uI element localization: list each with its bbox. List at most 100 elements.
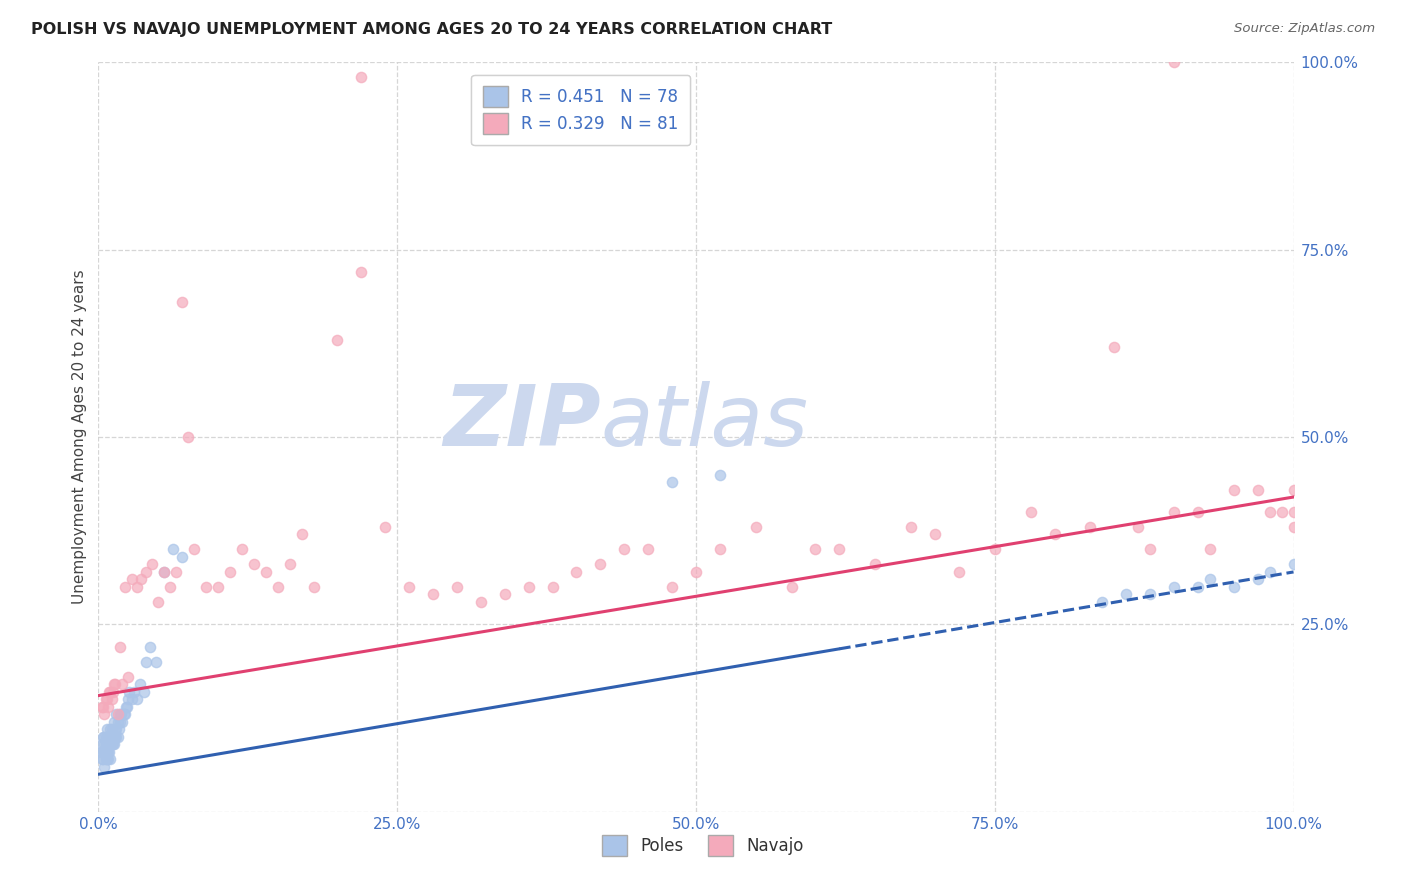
Point [900, 520, 922, 534]
Point [103, 737, 125, 751]
Point [865, 558, 887, 572]
Point [637, 542, 659, 557]
Y-axis label: Unemployment Among Ages 20 to 24 years: Unemployment Among Ages 20 to 24 years [72, 269, 87, 605]
Point [93, 760, 115, 774]
Legend: R = 0.451   N = 78, R = 0.329   N = 81: R = 0.451 N = 78, R = 0.329 N = 81 [471, 75, 690, 145]
Point [1187, 580, 1209, 594]
Point [661, 580, 683, 594]
Point [1223, 483, 1246, 497]
Point [1282, 558, 1305, 572]
Point [101, 685, 124, 699]
Point [98, 737, 121, 751]
Point [135, 655, 157, 669]
Point [115, 699, 138, 714]
Text: Source: ZipAtlas.com: Source: ZipAtlas.com [1234, 22, 1375, 36]
Point [1282, 505, 1305, 519]
Point [1258, 505, 1281, 519]
Point [108, 707, 131, 722]
Point [1139, 542, 1161, 557]
Point [1187, 505, 1209, 519]
Point [422, 587, 444, 601]
Point [117, 692, 139, 706]
Point [107, 723, 129, 737]
Point [159, 580, 181, 594]
Point [114, 580, 136, 594]
Point [103, 730, 125, 744]
Point [517, 580, 540, 594]
Point [101, 730, 124, 744]
Point [948, 565, 970, 579]
Point [91, 699, 114, 714]
Point [98, 730, 122, 744]
Point [350, 265, 373, 279]
Point [100, 730, 122, 744]
Point [267, 580, 290, 594]
Text: POLISH VS NAVAJO UNEMPLOYMENT AMONG AGES 20 TO 24 YEARS CORRELATION CHART: POLISH VS NAVAJO UNEMPLOYMENT AMONG AGES… [31, 22, 832, 37]
Point [107, 707, 129, 722]
Point [110, 707, 132, 722]
Point [117, 670, 139, 684]
Point [685, 565, 707, 579]
Point [374, 520, 396, 534]
Point [661, 475, 683, 489]
Point [98, 737, 122, 751]
Point [780, 580, 803, 594]
Point [243, 558, 266, 572]
Point [101, 737, 124, 751]
Point [984, 542, 1007, 557]
Point [124, 685, 146, 699]
Point [326, 333, 349, 347]
Point [93, 745, 115, 759]
Point [565, 565, 588, 579]
Point [93, 737, 115, 751]
Text: atlas: atlas [600, 381, 808, 464]
Point [94, 730, 117, 744]
Point [745, 520, 768, 534]
Point [93, 730, 115, 744]
Point [96, 723, 118, 737]
Point [1043, 527, 1066, 541]
Point [1282, 520, 1305, 534]
Point [278, 558, 301, 572]
Point [91, 699, 114, 714]
Point [103, 677, 125, 691]
Point [96, 692, 118, 706]
Point [100, 692, 122, 706]
Point [100, 723, 122, 737]
Point [121, 573, 143, 587]
Point [98, 730, 121, 744]
Point [98, 685, 122, 699]
Point [1128, 520, 1150, 534]
Point [709, 467, 731, 482]
Point [98, 723, 122, 737]
Point [470, 595, 492, 609]
Point [1247, 483, 1270, 497]
Point [1139, 587, 1161, 601]
Point [114, 707, 136, 722]
Point [94, 692, 117, 706]
Point [131, 573, 153, 587]
Point [1199, 542, 1222, 557]
Point [145, 655, 167, 669]
Point [115, 699, 138, 714]
Point [924, 527, 946, 541]
Point [172, 549, 194, 564]
Point [135, 565, 157, 579]
Point [104, 730, 127, 744]
Point [97, 752, 120, 766]
Point [97, 737, 120, 751]
Point [398, 580, 420, 594]
Point [108, 714, 131, 729]
Point [165, 565, 187, 579]
Point [111, 677, 134, 691]
Point [104, 677, 127, 691]
Point [132, 685, 155, 699]
Point [350, 70, 373, 85]
Point [96, 745, 118, 759]
Text: ZIP: ZIP [443, 381, 600, 464]
Point [105, 723, 128, 737]
Point [1271, 505, 1294, 519]
Point [153, 565, 176, 579]
Point [91, 737, 114, 751]
Point [125, 580, 148, 594]
